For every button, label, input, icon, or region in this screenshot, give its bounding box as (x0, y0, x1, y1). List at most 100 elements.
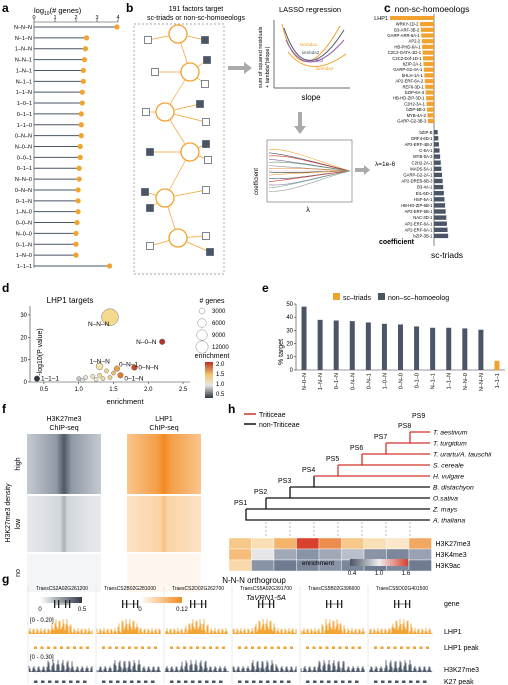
g-lhp1-peak (351, 646, 355, 649)
c-bar-negative (434, 136, 439, 141)
panel-h: Triticeae non-Triticeae PS1PS2PS3PS4PS5P… (228, 412, 492, 577)
g-gene-name: TraesCS5D02G401500 (376, 586, 428, 592)
g-k27-signal (232, 660, 297, 673)
g-exon (205, 600, 207, 608)
g-lhp1-signal (164, 619, 229, 635)
tree-node-label: PS5 (326, 456, 339, 463)
c-factor-label: REF6-3D-1 (403, 84, 425, 89)
c-bar-negative (434, 209, 446, 214)
panel-f-letter: f (2, 402, 7, 416)
f-scale2-bar (140, 597, 182, 603)
a-row-label: 1–N–N (15, 47, 32, 53)
e-bar (446, 327, 452, 370)
e-bar (333, 320, 339, 370)
a-row-label: 0–1–1 (17, 166, 32, 172)
g-exon (269, 600, 271, 608)
heat-cell (318, 537, 342, 550)
d-label-n0n: N–0–N (136, 339, 157, 346)
heat-cell (273, 548, 297, 561)
heat-cell (408, 537, 432, 550)
g-exon (337, 600, 339, 608)
a-dot (80, 67, 86, 74)
b-factor-node (155, 102, 175, 122)
g-lhp1-peak (332, 646, 335, 649)
g-lhp1-peak (413, 646, 416, 649)
g-k27-peak (341, 680, 345, 683)
c-bar-negative (434, 233, 449, 239)
c-factor-label: HB-PHD-6A-1 (394, 44, 421, 49)
coef-path-plot: coefficient λ (254, 139, 353, 214)
d-point (95, 362, 104, 371)
g-lhp1-peak (283, 646, 287, 649)
g-k27-peak (402, 680, 406, 683)
tree-branch (385, 443, 430, 455)
g-track-label: LHP1 (444, 629, 462, 636)
a-row-label: 0–1–N (16, 199, 32, 205)
size-legend-value: 6000 (212, 321, 226, 327)
a-dot (77, 143, 83, 150)
tree-node-label: PS3 (278, 478, 291, 485)
tree-branch (245, 509, 430, 521)
g-k27-peak (409, 680, 413, 683)
e-bar (317, 319, 323, 370)
c-bar-negative (434, 221, 447, 226)
heatmap-k27-high (27, 434, 101, 494)
color-legend-tick: 2.0 (216, 362, 225, 368)
b-factor-node (168, 24, 188, 44)
a-row-label: N–1–1 (16, 79, 32, 85)
c-bar-negative (434, 191, 444, 196)
panel-g-title: N-N-N orthogroup (222, 576, 286, 585)
g-highlight-gene: TaVRN1-5A (246, 593, 286, 602)
heat-cell (318, 548, 342, 561)
g-k27-peak (205, 680, 209, 683)
g-exon (273, 600, 275, 608)
c-bar-positive (420, 27, 434, 32)
c-factor-label: C2H2-2A-1 (412, 160, 434, 165)
d-point (104, 368, 109, 374)
g-k27-peak (116, 680, 120, 683)
g-lhp1-peak (183, 646, 186, 649)
g-exon (258, 600, 260, 608)
species-label: T. aestivum (433, 430, 468, 437)
g-lhp1-signal (368, 619, 433, 635)
c-bar-positive (423, 61, 434, 67)
d-xtick-label: 1.0 (75, 387, 84, 393)
g-k27-peak (76, 680, 80, 683)
c-bar-negative (434, 215, 447, 220)
species-label: S. cereale (433, 463, 464, 470)
e-bar-label: N–0–N (302, 373, 308, 390)
b-coef-path (268, 170, 351, 182)
species-label: T. turgidum (433, 441, 467, 448)
tree-branch (361, 454, 430, 466)
tree-node-label: PS9 (412, 413, 425, 420)
g-lhp1-peak (374, 646, 377, 649)
coef-path-xlabel: λ (306, 207, 310, 214)
legend-triticeae: Triticeae (259, 412, 286, 419)
b-coef-path (268, 167, 351, 172)
species-label: B. distachyon (433, 485, 474, 492)
a-dot (79, 89, 85, 95)
e-bar (301, 306, 307, 370)
g-lhp1-peak (79, 646, 83, 649)
size-legend-value: 3000 (212, 309, 226, 315)
f-col1-title: H3K27me3 (46, 416, 81, 423)
a-row-label: N–0–0 (16, 231, 32, 237)
g-k27-peak (212, 680, 216, 683)
g-exon (133, 600, 135, 608)
d-point (101, 308, 119, 326)
g-lhp1-peak (60, 646, 63, 649)
g-k27-peak (137, 680, 141, 683)
a-row-label: N–N–1 (15, 58, 32, 64)
d-label-111: 1–1–1 (41, 376, 59, 383)
lambda2-label: lambda2 (302, 50, 320, 55)
g-exon (58, 600, 60, 608)
b-gene-square (202, 232, 210, 240)
color-legend-tick: 0.5 (216, 392, 225, 398)
heatmap-k27-low (27, 496, 101, 552)
c-bar-positive (422, 44, 434, 49)
g-lhp1-peak (426, 646, 429, 649)
c-bar-positive (426, 101, 434, 106)
b-coef-path (268, 170, 351, 189)
g-k27-peak (198, 680, 202, 683)
